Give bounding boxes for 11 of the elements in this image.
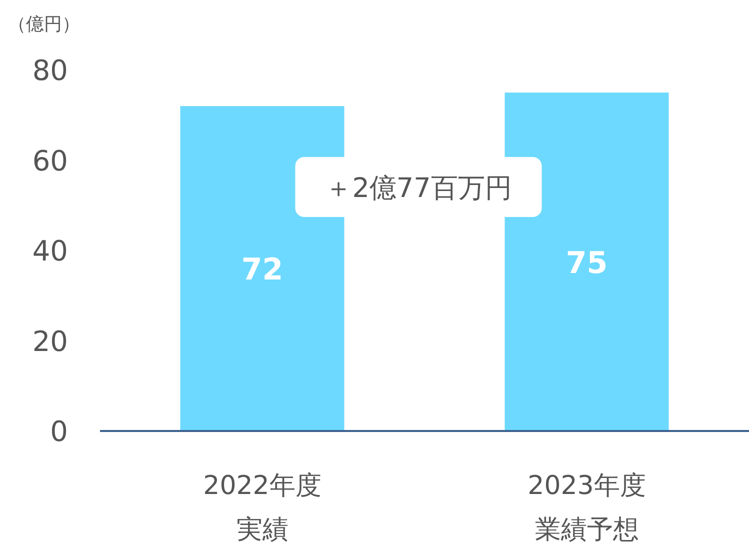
data-label: 75 (566, 246, 608, 281)
y-tick-label: 0 (50, 415, 68, 448)
y-tick-label: 20 (32, 324, 68, 358)
y-tick-label: 80 (32, 54, 68, 87)
x-tick-label: 2023年度業績予想 (528, 471, 646, 545)
data-label: 72 (241, 252, 284, 288)
annotation: ＋2億77百万円 (325, 173, 512, 204)
y-tick-label: 40 (32, 234, 68, 268)
y-axis-title: （億円） (8, 14, 80, 35)
y-tick-label: 60 (32, 144, 68, 178)
x-tick-label: 2022年度実績 (203, 471, 322, 545)
